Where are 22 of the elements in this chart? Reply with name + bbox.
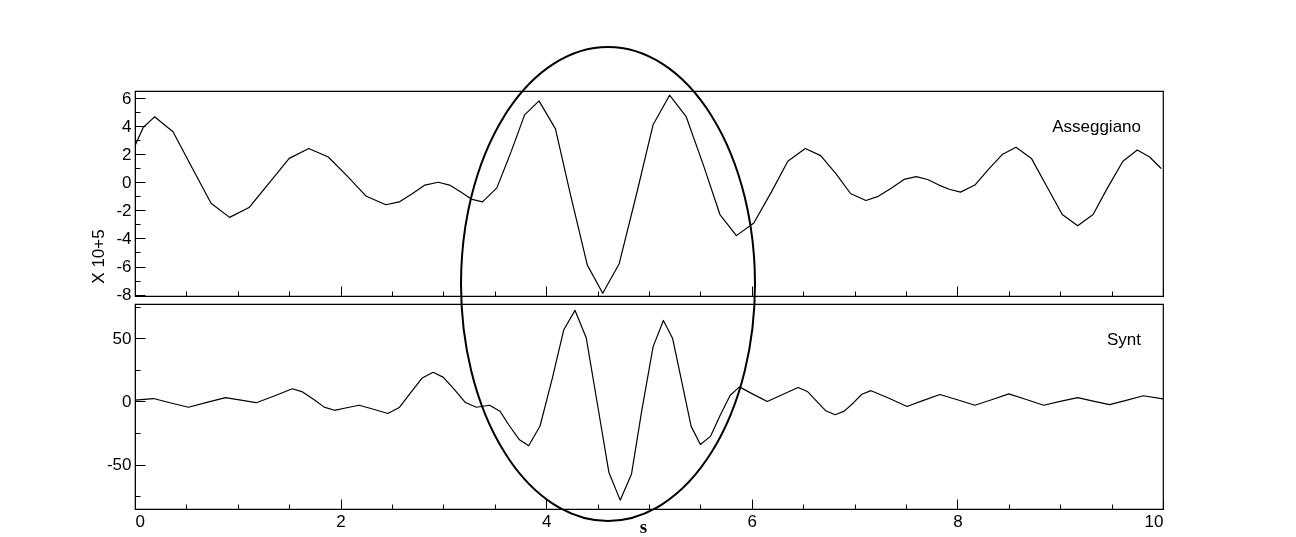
y-tick-label: 0 [122,172,132,192]
y-tick-label: -6 [116,257,132,277]
y-tick-label: 0 [122,391,132,411]
x-tick-label: 6 [747,511,758,531]
x-tick-label: 4 [541,511,552,531]
x-tick-label: 0 [135,511,145,531]
x-tick-label: 8 [953,511,963,531]
y-tick-label: 6 [122,88,132,108]
y-tick-label: -4 [116,228,132,248]
y-tick-label: -50 [106,455,132,475]
x-tick-label: 10 [1144,511,1164,531]
line-series [135,94,1162,294]
y-tick-label: -2 [116,200,132,220]
x-tick-label: 2 [336,511,346,531]
y-tick-label: 4 [122,116,132,136]
y-tick-label: -8 [116,285,132,305]
y-tick-label: 2 [122,144,132,164]
series-label: Asseggiano [1052,117,1141,136]
y-axis-title: X 10+5 [89,229,109,284]
x-axis-title: s [639,515,648,537]
y-tick-label: 50 [112,328,132,348]
text: Synt [1106,330,1142,349]
